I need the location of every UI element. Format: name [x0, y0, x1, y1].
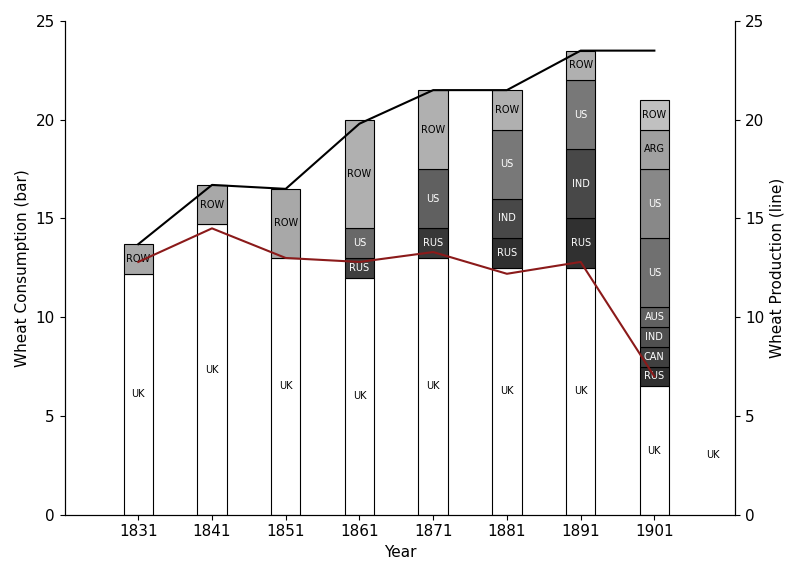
Bar: [640, 367, 669, 386]
Text: ROW: ROW: [126, 254, 150, 264]
Bar: [418, 90, 448, 169]
Text: UK: UK: [500, 386, 514, 396]
Text: US: US: [648, 199, 661, 209]
Text: UK: UK: [648, 446, 661, 455]
Bar: [345, 278, 374, 515]
X-axis label: Year: Year: [384, 545, 416, 560]
Bar: [123, 244, 153, 274]
Text: ROW: ROW: [274, 218, 298, 228]
Text: ROW: ROW: [642, 110, 666, 120]
Text: ROW: ROW: [569, 60, 593, 70]
Bar: [418, 258, 448, 515]
Bar: [640, 308, 669, 327]
Bar: [640, 386, 669, 515]
Bar: [271, 258, 301, 515]
Bar: [198, 185, 226, 224]
Text: RUS: RUS: [350, 263, 370, 273]
Bar: [640, 169, 669, 238]
Bar: [271, 189, 301, 258]
Text: IND: IND: [572, 179, 590, 189]
Bar: [640, 327, 669, 347]
Bar: [566, 51, 595, 80]
Text: CAN: CAN: [644, 352, 665, 362]
Bar: [345, 228, 374, 258]
Bar: [566, 218, 595, 268]
Bar: [640, 238, 669, 308]
Bar: [123, 274, 153, 515]
Text: US: US: [574, 110, 587, 120]
Bar: [418, 169, 448, 228]
Text: RUS: RUS: [570, 238, 590, 248]
Text: ARG: ARG: [644, 144, 665, 154]
Text: RUS: RUS: [644, 371, 665, 381]
Text: UK: UK: [426, 381, 440, 392]
Text: IND: IND: [646, 332, 663, 342]
Text: US: US: [648, 268, 661, 278]
Bar: [492, 129, 522, 199]
Text: IND: IND: [498, 213, 516, 224]
Y-axis label: Wheat Production (line): Wheat Production (line): [770, 178, 785, 358]
Text: ROW: ROW: [495, 105, 519, 115]
Bar: [492, 268, 522, 515]
Text: UK: UK: [574, 386, 587, 396]
Bar: [640, 129, 669, 169]
Text: UK: UK: [353, 391, 366, 401]
Text: ROW: ROW: [347, 169, 371, 179]
Text: US: US: [353, 238, 366, 248]
Bar: [418, 228, 448, 258]
Bar: [492, 238, 522, 268]
Text: RUS: RUS: [497, 248, 517, 258]
Bar: [345, 120, 374, 228]
Bar: [492, 90, 522, 129]
Text: AUS: AUS: [645, 312, 664, 322]
Bar: [566, 150, 595, 218]
Bar: [492, 199, 522, 238]
Text: US: US: [426, 194, 440, 204]
Bar: [198, 224, 226, 515]
Bar: [640, 100, 669, 129]
Text: ROW: ROW: [200, 200, 224, 210]
Text: UK: UK: [279, 381, 293, 392]
Text: ROW: ROW: [421, 125, 446, 135]
Bar: [345, 258, 374, 278]
Text: UK: UK: [706, 450, 720, 461]
Bar: [640, 347, 669, 367]
Text: UK: UK: [131, 389, 145, 399]
Y-axis label: Wheat Consumption (bar): Wheat Consumption (bar): [15, 169, 30, 367]
Text: RUS: RUS: [423, 238, 443, 248]
Text: US: US: [500, 159, 514, 169]
Bar: [566, 81, 595, 150]
Bar: [566, 268, 595, 515]
Text: UK: UK: [206, 365, 218, 374]
